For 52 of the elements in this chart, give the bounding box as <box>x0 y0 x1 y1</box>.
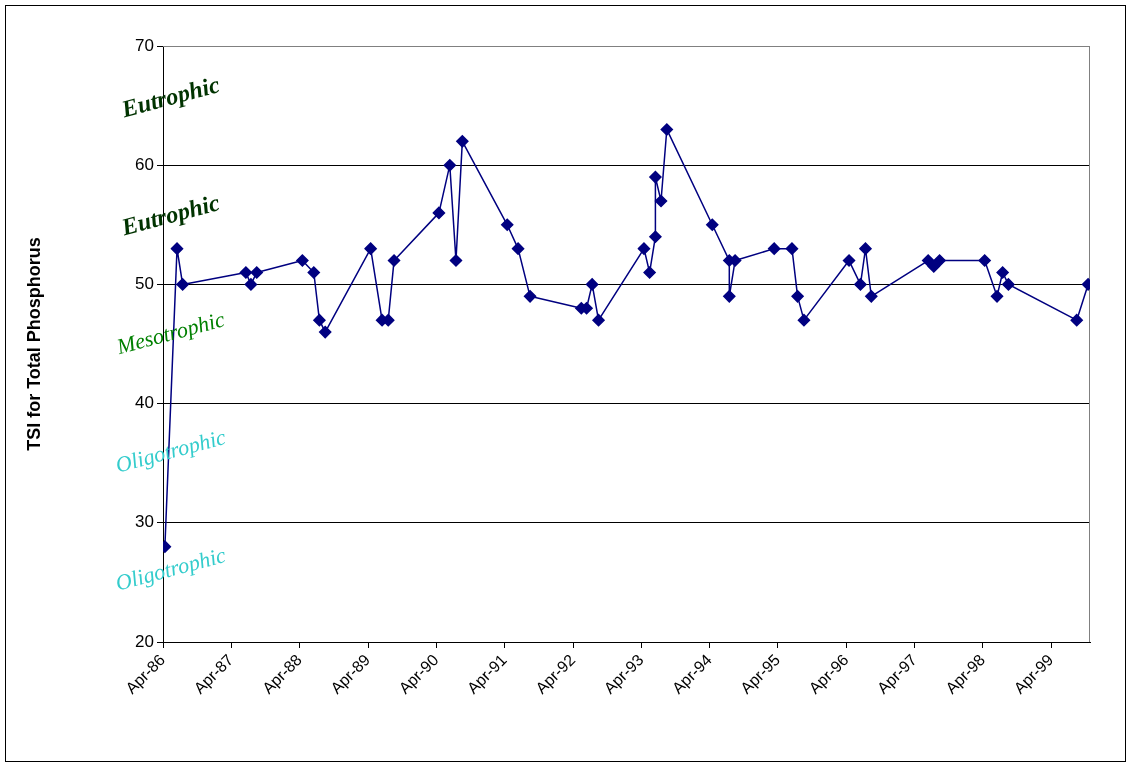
point <box>723 290 736 303</box>
y-tick-label: 50 <box>135 274 154 294</box>
point <box>660 123 674 136</box>
point <box>239 266 253 279</box>
point <box>927 260 941 273</box>
point <box>318 325 332 339</box>
y-tick-label: 70 <box>135 35 154 55</box>
point <box>643 266 656 279</box>
point <box>797 313 811 327</box>
point <box>990 290 1004 303</box>
point <box>523 290 537 303</box>
point <box>865 290 878 303</box>
point <box>313 313 326 327</box>
point <box>296 254 309 267</box>
y-tick-label: 60 <box>135 154 154 174</box>
point <box>791 290 804 303</box>
point <box>654 194 668 208</box>
point <box>511 242 525 255</box>
y-axis-title: TSI for Total Phosphorus <box>23 237 44 451</box>
point <box>456 135 469 148</box>
point <box>767 242 781 255</box>
point <box>364 242 377 255</box>
point <box>592 313 605 327</box>
point <box>854 278 867 291</box>
point <box>585 278 599 291</box>
point <box>244 278 258 291</box>
point <box>307 266 321 279</box>
point <box>859 242 872 255</box>
point <box>1070 313 1083 327</box>
point <box>443 158 457 172</box>
point <box>996 266 1009 279</box>
point <box>842 254 856 267</box>
point <box>978 254 991 267</box>
point <box>649 230 662 243</box>
point <box>785 242 799 255</box>
y-tick-label: 30 <box>135 512 154 532</box>
point <box>170 242 184 255</box>
y-tick-label: 20 <box>135 631 154 651</box>
annotation: Eutrophic <box>117 189 223 241</box>
point <box>637 242 651 255</box>
point <box>500 218 514 232</box>
point <box>1002 278 1015 291</box>
point <box>176 278 189 291</box>
point <box>250 266 263 279</box>
point <box>649 170 662 184</box>
point <box>432 206 446 220</box>
y-tick-label: 40 <box>135 393 154 413</box>
point <box>933 254 946 267</box>
point <box>387 254 401 267</box>
annotation: Eutrophic <box>117 71 223 123</box>
point <box>706 218 719 232</box>
point <box>449 254 463 267</box>
